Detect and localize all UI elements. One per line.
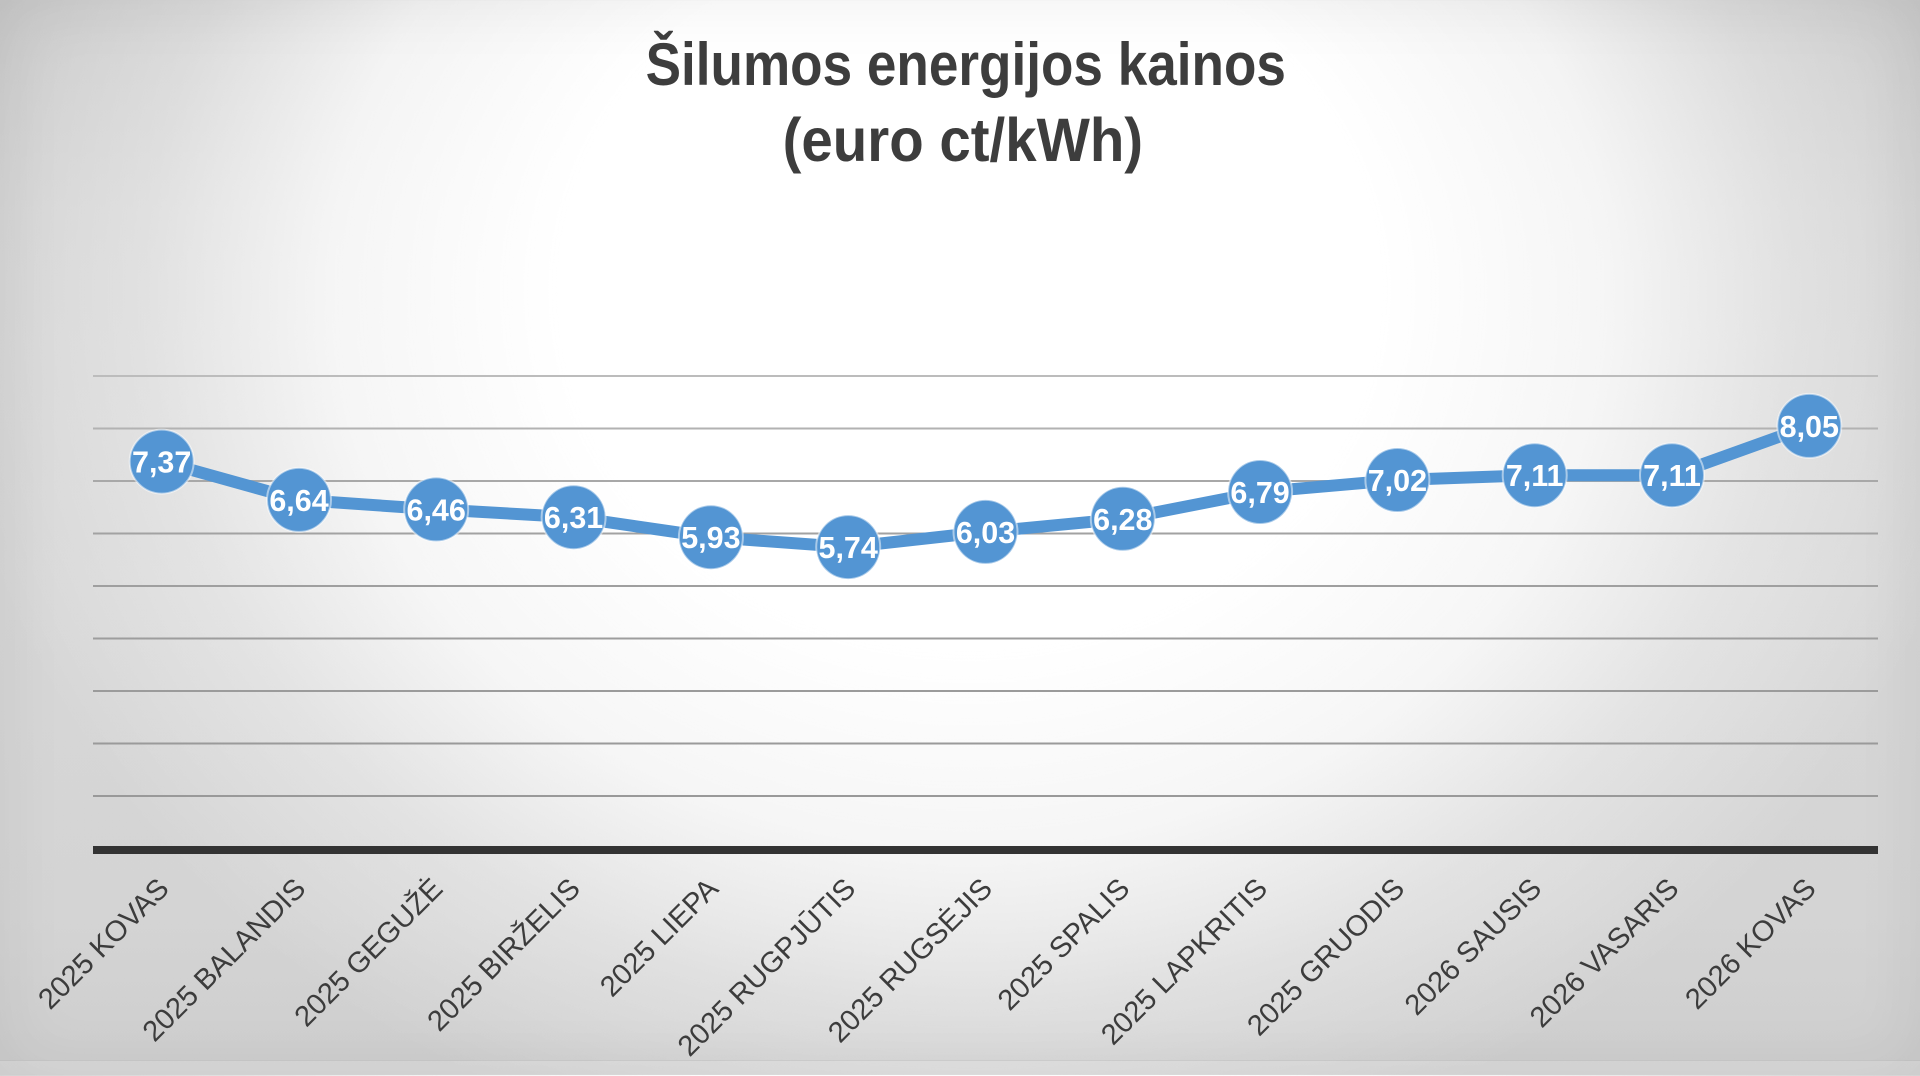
svg-text:5,93: 5,93 <box>681 521 740 555</box>
svg-text:5,74: 5,74 <box>819 531 878 565</box>
svg-text:6,79: 6,79 <box>1230 476 1289 510</box>
svg-text:6,31: 6,31 <box>544 501 603 535</box>
svg-text:7,11: 7,11 <box>1643 459 1701 493</box>
svg-text:6,03: 6,03 <box>956 516 1015 550</box>
svg-text:7,37: 7,37 <box>132 446 191 480</box>
svg-text:6,46: 6,46 <box>407 493 466 527</box>
svg-text:7,02: 7,02 <box>1368 464 1427 498</box>
svg-text:7,11: 7,11 <box>1506 459 1564 493</box>
svg-text:6,28: 6,28 <box>1093 503 1152 537</box>
svg-text:8,05: 8,05 <box>1780 410 1839 444</box>
svg-text:6,64: 6,64 <box>269 484 328 518</box>
